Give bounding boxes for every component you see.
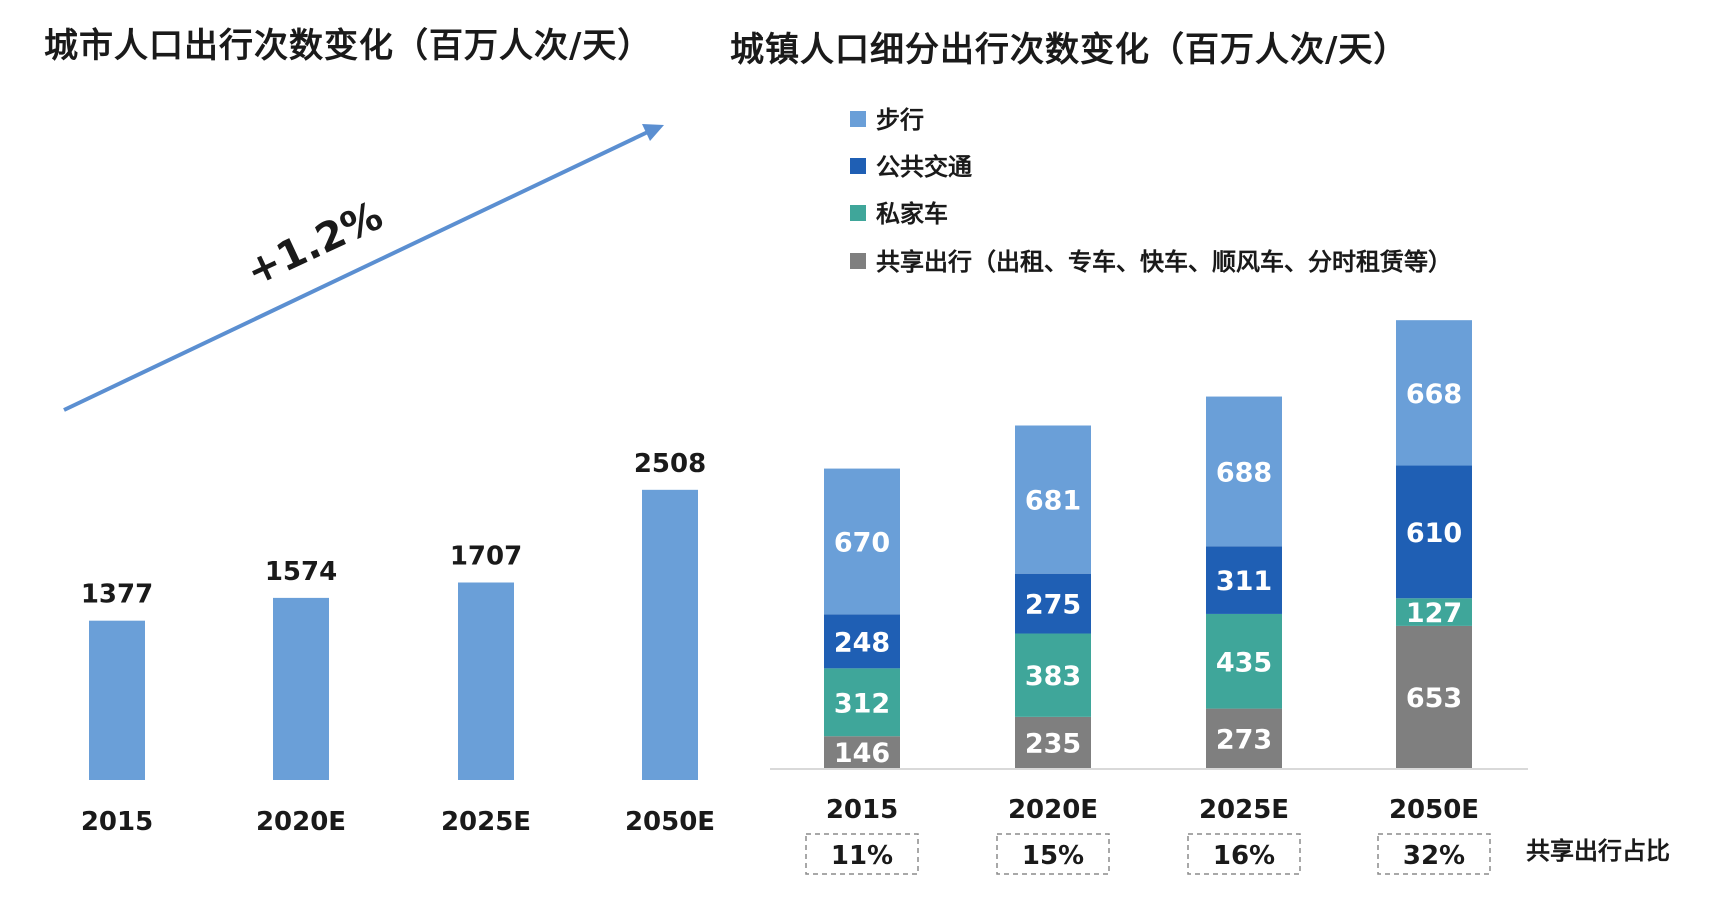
segment-label: 668 xyxy=(1406,379,1462,410)
share-value: 16% xyxy=(1213,841,1275,871)
stack-segment xyxy=(1396,465,1472,599)
share-box xyxy=(996,833,1110,875)
share-box xyxy=(1187,833,1301,875)
bar-2020E xyxy=(273,597,329,780)
segment-label: 235 xyxy=(1025,728,1081,759)
bar-2025E xyxy=(458,582,514,780)
segment-label: 610 xyxy=(1406,518,1462,549)
share-axis-label: 共享出行占比 xyxy=(1526,837,1670,865)
stack-segment xyxy=(824,736,900,768)
share-value: 15% xyxy=(1022,841,1084,871)
segment-label: 273 xyxy=(1216,724,1272,755)
stack-segment xyxy=(1015,633,1091,717)
left-chart-title: 城市人口出行次数变化（百万人次/天） xyxy=(44,26,653,66)
x-tick-label: 2020E xyxy=(256,807,346,837)
legend-swatch xyxy=(850,111,866,127)
bar-2050E xyxy=(642,489,698,780)
stack-segment xyxy=(1015,716,1091,768)
segment-label: 275 xyxy=(1025,590,1081,621)
legend-swatch xyxy=(850,205,866,221)
stack-segment xyxy=(1015,573,1091,634)
stack-segment xyxy=(1396,625,1472,768)
share-box xyxy=(805,833,919,875)
x-tick-label: 2025E xyxy=(1199,795,1289,825)
segment-label: 312 xyxy=(834,688,890,719)
stack-segment xyxy=(1206,708,1282,768)
growth-arrow-head xyxy=(642,124,664,141)
segment-label: 248 xyxy=(834,627,890,658)
x-tick-label: 2020E xyxy=(1008,795,1098,825)
stack-segment xyxy=(1015,425,1091,574)
stack-segment xyxy=(1396,598,1472,626)
segment-label: 435 xyxy=(1216,647,1272,678)
growth-annotation: +1.2% xyxy=(239,193,389,296)
data-label: 2508 xyxy=(634,449,706,479)
stack-segment xyxy=(824,468,900,615)
x-tick-label: 2015 xyxy=(81,807,153,837)
segment-label: 681 xyxy=(1025,486,1081,517)
legend-label: 公共交通 xyxy=(876,153,972,181)
x-tick-label: 2050E xyxy=(1389,795,1479,825)
segment-label: 383 xyxy=(1025,661,1081,692)
growth-arrow-line xyxy=(63,128,653,412)
stack-segment xyxy=(1206,396,1282,547)
segment-label: 146 xyxy=(834,738,890,769)
legend-swatch xyxy=(850,158,866,174)
segment-label: 688 xyxy=(1216,457,1272,488)
stack-segment xyxy=(1206,546,1282,614)
segment-label: 670 xyxy=(834,527,890,558)
bar-2015 xyxy=(89,620,145,780)
data-label: 1377 xyxy=(81,580,153,610)
segment-label: 653 xyxy=(1406,683,1462,714)
data-label: 1574 xyxy=(265,557,337,587)
share-value: 32% xyxy=(1403,841,1465,871)
stack-segment xyxy=(1206,613,1282,709)
legend-label: 共享出行（出租、专车、快车、顺风车、分时租赁等） xyxy=(876,248,1452,276)
data-label: 1707 xyxy=(450,542,522,572)
share-value: 11% xyxy=(831,841,893,871)
legend-swatch xyxy=(850,253,866,269)
legend-label: 步行 xyxy=(876,106,924,134)
legend-label: 私家车 xyxy=(876,200,948,228)
stack-segment xyxy=(824,668,900,737)
x-tick-label: 2025E xyxy=(441,807,531,837)
x-tick-label: 2050E xyxy=(625,807,715,837)
right-chart-title: 城镇人口细分出行次数变化（百万人次/天） xyxy=(730,30,1409,70)
x-tick-label: 2015 xyxy=(826,795,898,825)
segment-label: 311 xyxy=(1216,566,1272,597)
stack-segment xyxy=(1396,320,1472,466)
stack-segment xyxy=(824,614,900,669)
share-box xyxy=(1377,833,1491,875)
segment-label: 127 xyxy=(1406,598,1462,629)
